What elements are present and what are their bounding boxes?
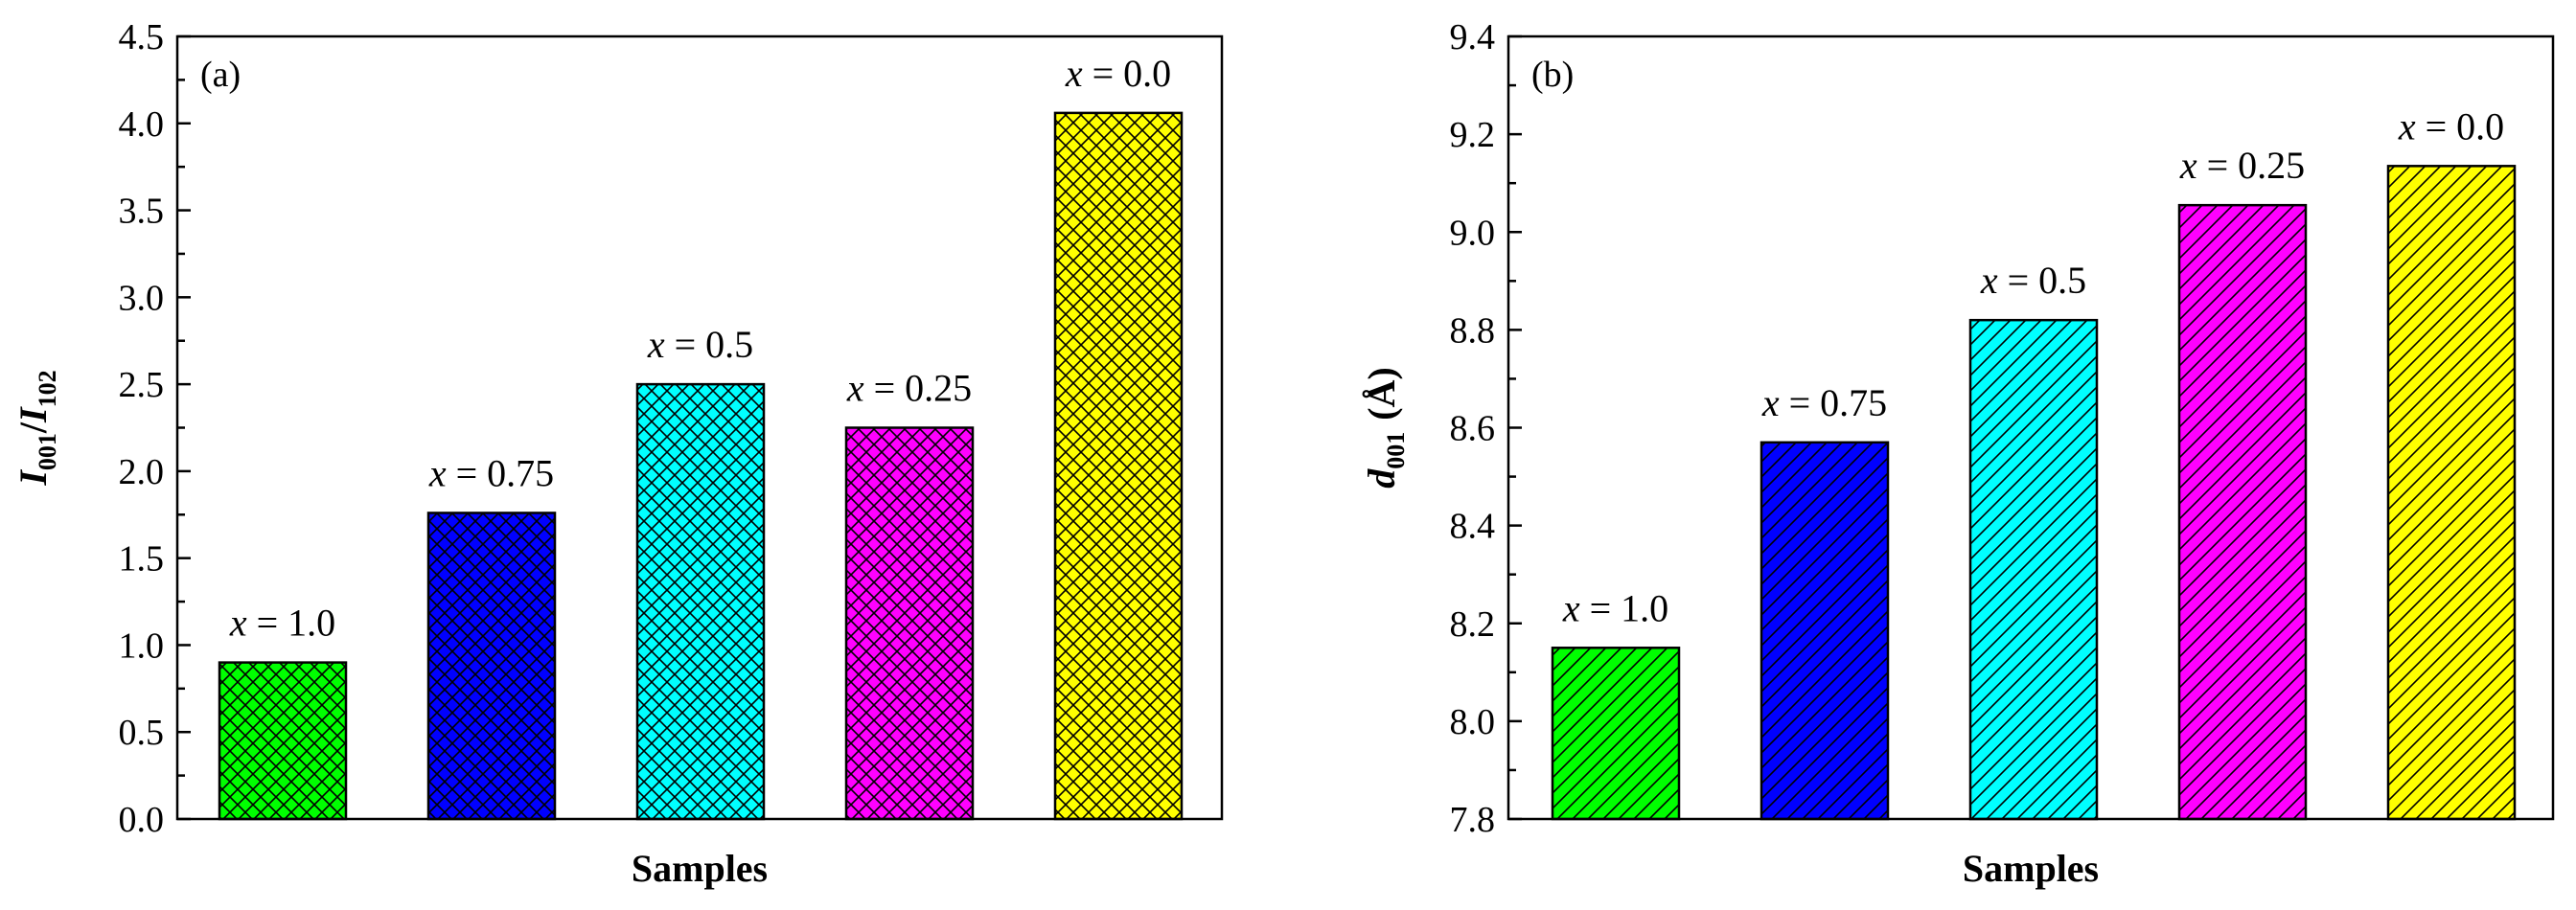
panel-a-y-tick-label: 0.0: [119, 800, 165, 840]
panel-a-bar-label-3: x = 0.5: [647, 323, 753, 366]
panel-b-y-tick-label: 8.0: [1450, 702, 1496, 742]
panel-a-y-tick-label: 3.5: [119, 192, 165, 232]
panel-b-bar-label-2: x = 0.75: [1761, 381, 1887, 424]
panel-b-y-tick-label: 9.0: [1450, 213, 1496, 253]
panel-b-ylabel-var: d: [1360, 468, 1403, 489]
panel-b-x-axis-title: Samples: [1963, 847, 2099, 890]
panel-b-bar-labels: x = 1.0 x = 0.75 x = 0.5 x = 0.25 x = 0.0: [1562, 104, 2504, 629]
panel-a-bars: [218, 111, 1184, 821]
panel-b-bar-label-5: x = 0.0: [2398, 104, 2504, 148]
panel-b-bar-5-hatch: [2386, 165, 2517, 821]
panel-b-plot-frame: [1506, 34, 2555, 821]
panel-b-ylabel-unit: (Å): [1360, 367, 1403, 421]
panel-b-y-tick-label: 8.6: [1450, 409, 1496, 449]
panel-b-bar-1-hatch: [1551, 647, 1681, 821]
panel-a-label: (a): [200, 55, 241, 95]
panel-a-y-tick-label: 1.5: [119, 539, 165, 580]
panel-a-bar-label-2: x = 0.75: [428, 451, 554, 494]
panel-b-y-tick-label: 9.2: [1450, 115, 1496, 155]
panel-b-bar-label-4: x = 0.25: [2179, 144, 2305, 187]
panel-a-y-tick-label: 2.5: [119, 365, 165, 405]
panel-a-y-tick-label: 2.0: [119, 452, 165, 492]
panel-b-bar-3-hatch: [1968, 318, 2099, 821]
panel-b-ylabel-sub1: 001: [1382, 432, 1410, 469]
panel-a-bar-3-hatch: [635, 382, 766, 821]
panel-a-y-tick-label: 3.0: [119, 278, 165, 318]
panel-b-y-axis-title: d001 (Å): [1360, 367, 1410, 489]
panel-b-y-tick-label: 7.8: [1450, 800, 1496, 840]
panel-b-bar-label-3: x = 0.5: [1980, 259, 2086, 302]
panel-b-label: (b): [1531, 55, 1574, 95]
panel-a-ylabel-var2: I: [12, 406, 55, 423]
panel-a-bar-label-4: x = 0.25: [846, 367, 972, 410]
panel-a-plot-frame: [175, 34, 1224, 821]
panel-b-y-tick-label: 8.4: [1450, 507, 1496, 547]
panel-a-y-axis-title: I001/I102: [12, 370, 61, 486]
panel-b-y-tick-label: 8.2: [1450, 604, 1496, 645]
panel-a-y-tick-label: 4.0: [119, 104, 165, 145]
panel-a-y-tick-label: 0.5: [119, 713, 165, 753]
panel-b-bars: [1551, 165, 2517, 821]
panel-a-x-axis-title: Samples: [632, 847, 768, 890]
panel-a-y-tick-label: 1.0: [119, 626, 165, 666]
panel-a-ylabel-slash: /: [12, 421, 55, 434]
panel-b-bar-4-hatch: [2177, 203, 2308, 821]
panel-a-ylabel-sub2: 102: [34, 370, 61, 407]
panel-a-y-tick-label: 4.5: [119, 17, 165, 57]
panel-a-bar-1-hatch: [218, 661, 348, 821]
panel-b-y-tick-label: 8.8: [1450, 310, 1496, 351]
panel-a-y-ticks: 0.0 0.5 1.0 1.5 2.0 2.5 3.0 3.5 4.0 4.5: [119, 17, 191, 840]
panel-a-ylabel-sub1: 001: [34, 433, 61, 470]
panel-a-bar-4-hatch: [844, 426, 975, 821]
panel-a-chart: 0.00.51.01.52.02.53.03.54.04.5 x = 1.0x …: [12, 17, 1224, 890]
panel-a-bar-label-1: x = 1.0: [229, 602, 335, 645]
panel-b-y-ticks: 7.8 8.0 8.2 8.4 8.6 8.8 9.0 9.2 9.4: [1450, 17, 1522, 840]
panel-a-bar-labels: x = 1.0 x = 0.75 x = 0.5 x = 0.25 x = 0.0: [229, 52, 1171, 645]
panel-b-bar-2-hatch: [1760, 441, 1890, 821]
panel-b-y-tick-label: 9.4: [1450, 17, 1496, 57]
panel-a-bar-label-5: x = 0.0: [1065, 52, 1171, 95]
panel-a-bar-5-hatch: [1053, 111, 1184, 821]
panel-a-bar-2-hatch: [426, 512, 557, 821]
panel-b-bar-label-1: x = 1.0: [1562, 586, 1668, 629]
panel-a-ylabel-var: I: [12, 469, 55, 487]
panel-b-chart: 7.8 8.0 8.2 8.4 8.6 8.8 9.0 9.2 9.4 x = 1.0 x = 0…: [1360, 17, 2555, 890]
